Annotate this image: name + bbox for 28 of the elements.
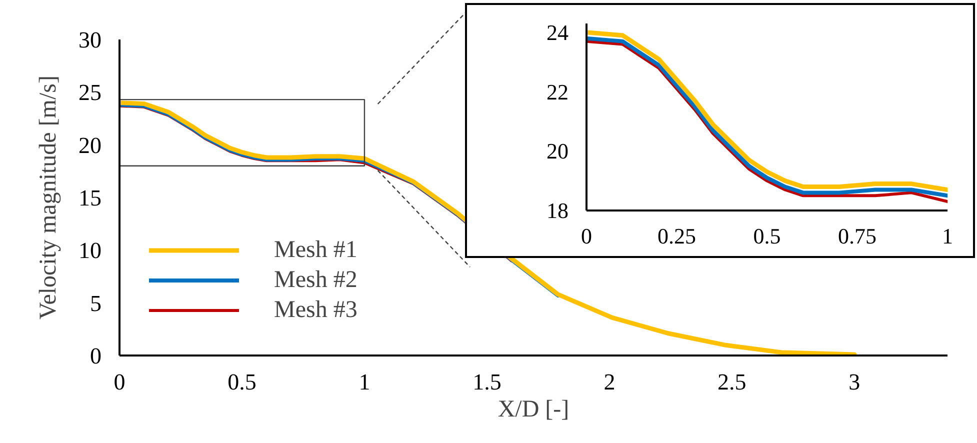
y-tick-label: 15 — [78, 186, 102, 210]
y-tick-label: 24 — [546, 20, 568, 45]
legend-label: Mesh #2 — [274, 266, 358, 294]
y-tick-label: 20 — [78, 132, 102, 158]
y-tick-label: 22 — [546, 79, 568, 104]
legend-label: Mesh #1 — [274, 236, 358, 264]
x-axis-title: X/D [-] — [498, 396, 570, 422]
x-tick-label: 0.25 — [658, 224, 696, 248]
y-axis-title: Velocity magnitude [m/s] — [36, 76, 62, 320]
x-tick-label: 0 — [581, 224, 592, 248]
y-tick-label: 5 — [90, 290, 102, 316]
x-tick-label: 2.5 — [718, 370, 746, 394]
x-tick-label: 1 — [942, 224, 953, 248]
y-tick-label: 0 — [90, 344, 102, 368]
x-tick-label: 1.5 — [472, 370, 502, 394]
x-tick-label: 2 — [604, 370, 616, 394]
y-tick-label: 18 — [546, 198, 568, 223]
y-tick-label: 20 — [546, 138, 568, 164]
x-tick-label: 3 — [848, 370, 860, 394]
x-tick-label: 0.5 — [753, 224, 781, 248]
y-tick-label: 30 — [78, 28, 102, 52]
x-tick-label: 0 — [114, 370, 126, 394]
legend-label: Mesh #3 — [274, 296, 358, 324]
x-tick-label: 1 — [358, 370, 370, 394]
x-tick-label: 0.5 — [228, 370, 256, 394]
y-tick-label: 25 — [78, 80, 102, 106]
x-tick-label: 0.75 — [838, 224, 876, 248]
y-tick-label: 10 — [78, 238, 102, 264]
